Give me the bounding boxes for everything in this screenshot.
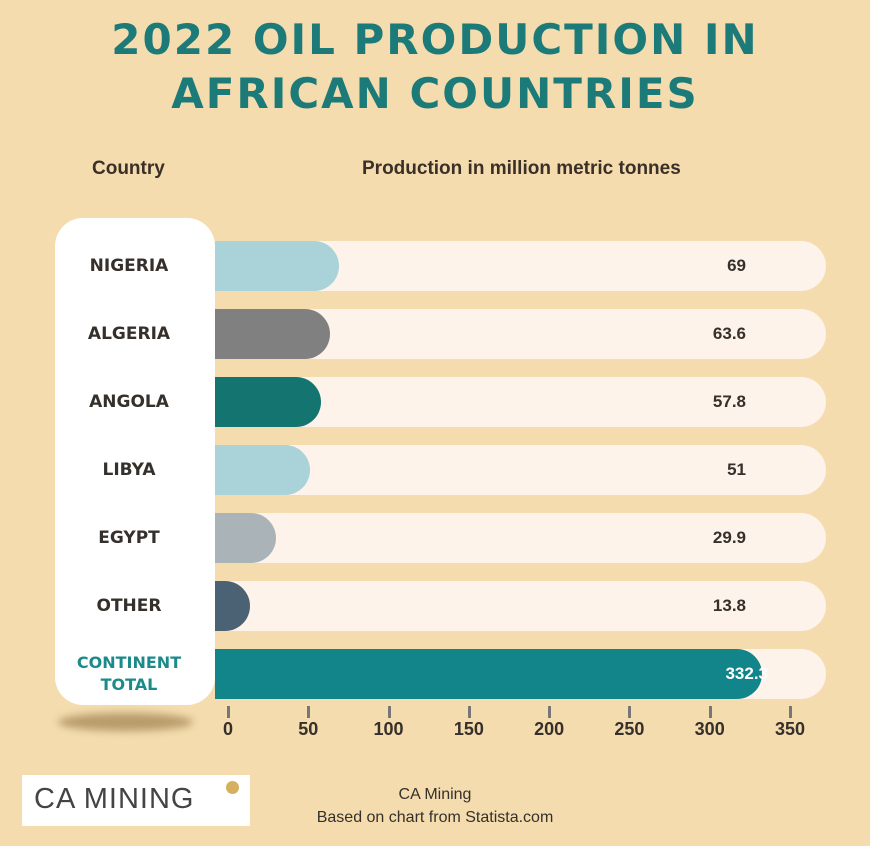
x-tick-label: 50 [298,719,319,739]
category-label: EGYPT [98,528,160,548]
value-label: 13.8 [712,596,746,615]
x-tick-label: 250 [614,719,645,739]
category-label: OTHER [96,596,162,616]
x-tick [789,706,792,718]
bar-continent-total [215,649,762,699]
category-label: LIBYA [102,460,156,480]
title-line-1: 2022 OIL PRODUCTION IN [111,15,759,64]
value-label: 69 [727,256,746,275]
ca-mining-logo: CA MINING [22,775,250,826]
category-label: ANGOLA [89,392,169,412]
logo-mark-icon [226,781,239,794]
category-label: CONTINENT TOTAL [76,653,182,694]
value-label: 57.8 [712,392,746,411]
bar-track [215,445,826,495]
logo-text: CA MINING [34,783,195,815]
bar-track [215,581,826,631]
bar-egypt [215,513,276,563]
bar-algeria [215,309,331,359]
label-card [55,218,215,705]
x-tick [628,706,632,718]
bar-nigeria [215,241,339,291]
category-label: ALGERIA [87,324,171,344]
category-label: NIGERIA [89,256,169,276]
x-tick [548,706,552,718]
x-tick [227,706,230,718]
x-tick [708,706,712,718]
bar-libya [215,445,310,495]
value-label: 51 [727,460,746,479]
title-line-2: AFRICAN COUNTRIES [171,69,699,118]
bar-track [215,513,826,563]
x-tick-label: 350 [774,719,806,739]
x-tick [467,706,471,718]
card-shadow [58,713,193,731]
footer-note: Based on chart from Statista.com [316,809,554,826]
x-tick-label: 150 [453,719,484,739]
value-label: 332.3 [725,664,768,683]
value-label: 63.6 [712,324,746,343]
x-tick-label: 200 [534,719,565,739]
y-axis-label: Country [92,158,165,179]
x-tick [307,706,311,718]
value-label: 29.9 [712,528,746,547]
footer-source: CA Mining [398,786,472,803]
x-axis-label: Production in million metric tonnes [362,158,681,179]
bar-angola [215,377,321,427]
x-tick [387,706,391,718]
x-tick-label: 300 [694,719,725,739]
x-tick-label: 100 [373,719,404,739]
x-tick-label: 0 [222,719,233,739]
